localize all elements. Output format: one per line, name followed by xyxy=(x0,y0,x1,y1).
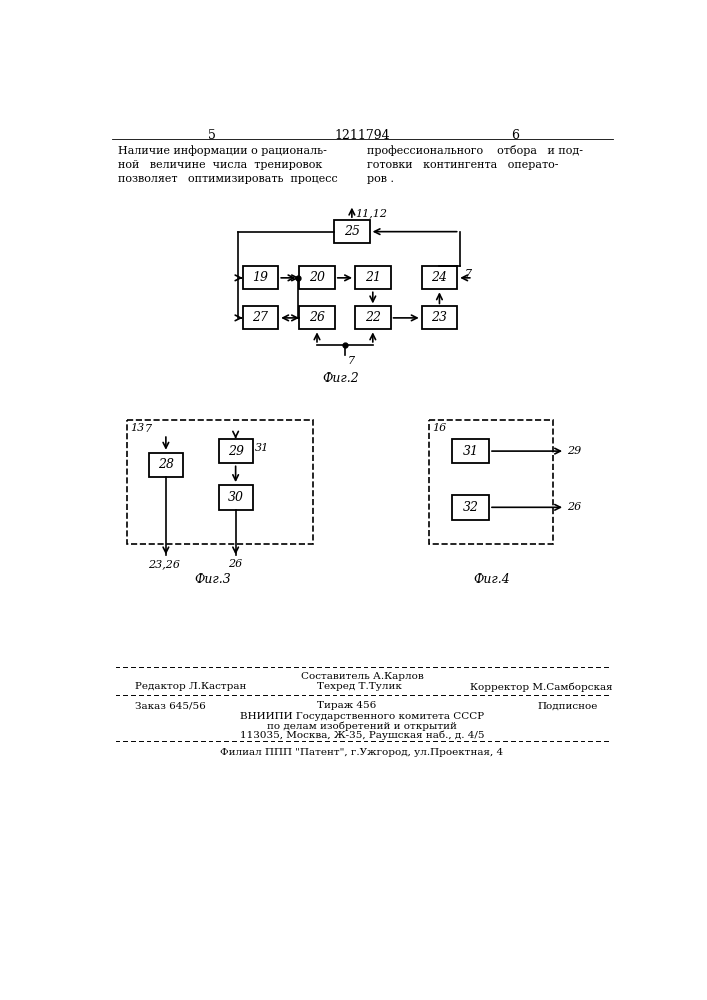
Text: Наличие информации о рациональ-
ной   величине  числа  тренировок
позволяет   оп: Наличие информации о рациональ- ной вели… xyxy=(118,145,337,184)
Text: 30: 30 xyxy=(228,491,244,504)
Text: 27: 27 xyxy=(252,311,269,324)
Bar xyxy=(421,306,457,329)
Text: 23: 23 xyxy=(431,311,448,324)
Text: Составитель А.Карлов: Составитель А.Карлов xyxy=(300,672,423,681)
Text: по делам изобретений и открытий: по делам изобретений и открытий xyxy=(267,721,457,731)
Text: 21: 21 xyxy=(365,271,381,284)
Text: 26: 26 xyxy=(567,502,582,512)
Text: 29: 29 xyxy=(567,446,582,456)
Bar xyxy=(334,220,370,243)
Bar xyxy=(299,266,335,289)
Bar xyxy=(243,266,279,289)
Text: Техред Т.Тулик: Техред Т.Тулик xyxy=(317,682,402,691)
Text: Корректор М.Самборская: Корректор М.Самборская xyxy=(470,682,613,692)
Text: 32: 32 xyxy=(462,501,479,514)
Text: 29: 29 xyxy=(228,445,244,458)
Text: 7: 7 xyxy=(347,356,354,366)
Text: 113035, Москва, Ж-35, Раушская наб., д. 4/5: 113035, Москва, Ж-35, Раушская наб., д. … xyxy=(240,731,484,740)
Text: 20: 20 xyxy=(309,271,325,284)
Bar xyxy=(452,439,489,463)
Text: Фиг.3: Фиг.3 xyxy=(194,573,230,586)
Bar xyxy=(243,306,279,329)
Bar xyxy=(149,453,183,477)
Text: 26: 26 xyxy=(228,559,243,569)
Bar xyxy=(355,306,391,329)
Text: 19: 19 xyxy=(252,271,269,284)
Text: Филиал ППП "Патент", г.Ужгород, ул.Проектная, 4: Филиал ППП "Патент", г.Ужгород, ул.Проек… xyxy=(221,748,503,757)
Text: 25: 25 xyxy=(344,225,360,238)
Text: Заказ 645/56: Заказ 645/56 xyxy=(135,701,206,710)
Text: 6: 6 xyxy=(510,129,519,142)
Bar xyxy=(218,485,252,510)
Text: 28: 28 xyxy=(158,458,174,471)
Text: Редактор Л.Кастран: Редактор Л.Кастран xyxy=(135,682,246,691)
Text: 31: 31 xyxy=(255,443,269,453)
Text: 16: 16 xyxy=(433,423,447,433)
Text: профессионального    отбора   и под-
готовки   контингента   операто-
ров .: профессионального отбора и под- готовки … xyxy=(368,145,583,184)
Text: 23,26: 23,26 xyxy=(148,559,180,569)
Text: 13: 13 xyxy=(130,423,144,433)
Bar xyxy=(429,420,554,543)
Text: 24: 24 xyxy=(431,271,448,284)
Text: 22: 22 xyxy=(365,311,381,324)
Bar xyxy=(355,266,391,289)
Text: Фиг.2: Фиг.2 xyxy=(322,372,359,385)
Text: ВНИИПИ Государственного комитета СССР: ВНИИПИ Государственного комитета СССР xyxy=(240,712,484,721)
Text: Тираж 456: Тираж 456 xyxy=(317,701,376,710)
Bar xyxy=(299,306,335,329)
Text: 31: 31 xyxy=(462,445,479,458)
Text: Подписное: Подписное xyxy=(538,701,598,710)
Text: 7: 7 xyxy=(144,424,151,434)
Text: 26: 26 xyxy=(309,311,325,324)
Text: Фиг.4: Фиг.4 xyxy=(473,573,510,586)
Bar xyxy=(452,495,489,520)
Bar xyxy=(127,420,313,543)
Text: 7: 7 xyxy=(464,269,472,279)
Bar xyxy=(421,266,457,289)
Text: 11,12: 11,12 xyxy=(355,208,387,218)
Bar xyxy=(218,439,252,463)
Text: 5: 5 xyxy=(209,129,216,142)
Text: 1211794: 1211794 xyxy=(334,129,390,142)
